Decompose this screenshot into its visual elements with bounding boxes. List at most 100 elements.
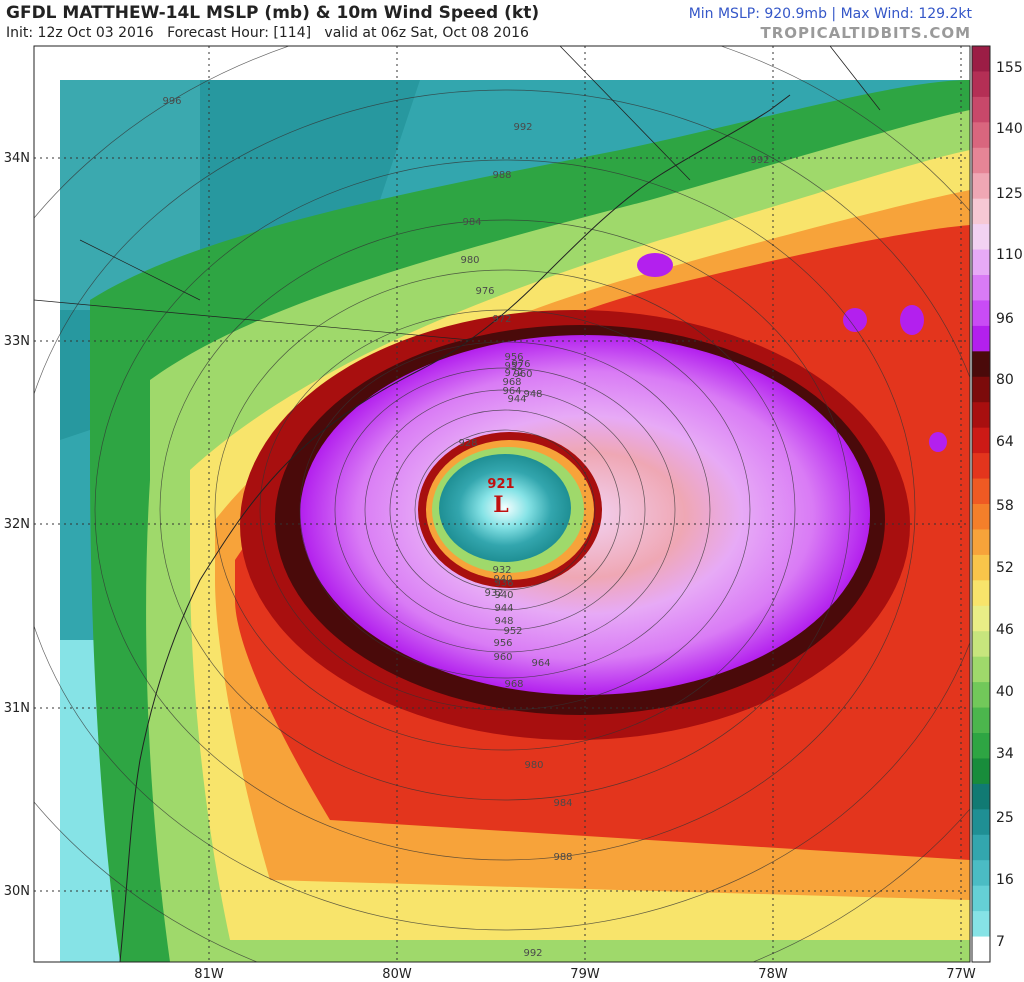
colorbar-swatch: [972, 733, 990, 760]
isobar: [364, 389, 646, 631]
isobar-label: 964: [502, 386, 521, 397]
wind-field: [60, 80, 970, 962]
isobar-label: 960: [493, 652, 512, 663]
isobar-label: 980: [524, 760, 543, 771]
wind-speed-colorbar: [971, 45, 991, 963]
isobar-label: 928: [458, 438, 477, 449]
colorbar-swatch: [972, 936, 990, 963]
lat-label: 31N: [4, 701, 30, 716]
colorbar-swatch: [972, 682, 990, 709]
colorbar-swatch: [972, 275, 990, 302]
colorbar-swatch: [972, 580, 990, 607]
isobar: [389, 409, 621, 611]
isobar-label: 932: [484, 588, 503, 599]
isobar-label: 952: [504, 361, 523, 372]
colorbar-labels: 155 140 125 110 96 80 64 58 52 46 40 34 …: [996, 60, 1023, 950]
colorbar-swatch: [972, 478, 990, 505]
colorbar-label: 7: [996, 934, 1005, 950]
colorbar-label: 140: [996, 121, 1023, 137]
isobar-label: 932: [492, 565, 511, 576]
colorbar-label: 34: [996, 746, 1014, 762]
isobar-label: 996: [162, 96, 181, 107]
lat-lon-grid: [34, 46, 970, 962]
isobar-label: 968: [502, 377, 521, 388]
colorbar-swatch: [972, 147, 990, 174]
colorbar-swatch: [972, 529, 990, 556]
wind-maximum-patch: [900, 305, 924, 335]
wind-maximum-patch: [843, 308, 867, 332]
lat-axis-labels: 34N 33N 32N 31N 30N: [4, 151, 30, 899]
colorbar-swatch: [972, 809, 990, 836]
lat-label: 34N: [4, 151, 30, 166]
colorbar-label: 155: [996, 60, 1023, 76]
init-time: Init: 12z Oct 03 2016: [6, 25, 154, 41]
isobar: [259, 309, 751, 711]
isobar-label: 984: [553, 798, 572, 809]
isobar-label: 956: [504, 352, 523, 363]
isobar-label: 976: [511, 359, 530, 370]
colorbar-label: 96: [996, 311, 1014, 327]
colorbar-swatch: [972, 325, 990, 352]
wind-maximum-patch: [637, 253, 673, 277]
colorbar-swatch: [972, 173, 990, 200]
isobar-label: 992: [750, 155, 769, 166]
lat-label: 30N: [4, 884, 30, 899]
colorbar-swatch: [972, 427, 990, 454]
center-pressure: 921: [487, 477, 514, 492]
colorbar-label: 64: [996, 434, 1014, 450]
isobar-label: 964: [531, 658, 550, 669]
lat-label: 32N: [4, 517, 30, 532]
colorbar-swatch: [972, 300, 990, 327]
lon-label: 77W: [946, 967, 976, 982]
lon-axis-labels: 81W 80W 79W 78W 77W: [194, 967, 976, 982]
brand-watermark: TROPICALTIDBITS.COM: [760, 24, 971, 42]
isobar-label: 980: [460, 255, 479, 266]
isobar-label: 944: [494, 603, 513, 614]
isobar-label: 984: [462, 217, 481, 228]
colorbar-swatch: [972, 122, 990, 149]
colorbar-swatch: [972, 707, 990, 734]
isobar-label: 988: [553, 852, 572, 863]
isobar-label: 972: [504, 368, 523, 379]
wind-maximum-patch: [929, 432, 947, 452]
colorbar-swatch: [972, 402, 990, 429]
isobar-label: 936: [494, 578, 513, 589]
isobar-label: 956: [493, 638, 512, 649]
colorbar-swatch: [972, 911, 990, 938]
storm-center: 921 L: [487, 477, 514, 518]
isobar: [299, 341, 711, 679]
low-pressure-marker: L: [493, 492, 508, 518]
forecast-hour: Forecast Hour: [114]: [167, 25, 312, 41]
chart-title: GFDL MATTHEW-14L MSLP (mb) & 10m Wind Sp…: [6, 3, 540, 23]
state-boundary: [33, 239, 471, 341]
isobar-label: 976: [475, 286, 494, 297]
lon-label: 78W: [758, 967, 788, 982]
isobar: [334, 367, 676, 653]
isobar: [159, 219, 851, 801]
isobar-label: 940: [493, 574, 512, 585]
colorbar-swatch: [972, 834, 990, 861]
isobar: [414, 429, 596, 591]
isobar: [214, 269, 796, 751]
coastline: [119, 94, 791, 963]
isobar: [34, 89, 970, 931]
isobar: [94, 159, 916, 861]
colorbar-swatch: [972, 605, 990, 632]
colorbar-label: 80: [996, 372, 1014, 388]
isobar-labels: 9969929929889849809769729689649609569529…: [162, 96, 769, 959]
colorbar-swatch: [972, 453, 990, 480]
isobar-label: 948: [523, 389, 542, 400]
colorbar-swatch: [972, 758, 990, 785]
colorbar-label: 40: [996, 684, 1014, 700]
lon-label: 79W: [570, 967, 600, 982]
valid-time: valid at 06z Sat, Oct 08 2016: [324, 25, 529, 41]
colorbar-swatch: [972, 198, 990, 225]
plot-frame: [33, 45, 971, 963]
colorbar-label: 110: [996, 247, 1023, 263]
isobar-label: 940: [494, 590, 513, 601]
colorbar-swatch: [972, 351, 990, 378]
colorbar-swatch: [972, 376, 990, 403]
isobar-label: 944: [507, 394, 526, 405]
colorbar-swatch: [972, 249, 990, 276]
isobar-label: 988: [492, 170, 511, 181]
